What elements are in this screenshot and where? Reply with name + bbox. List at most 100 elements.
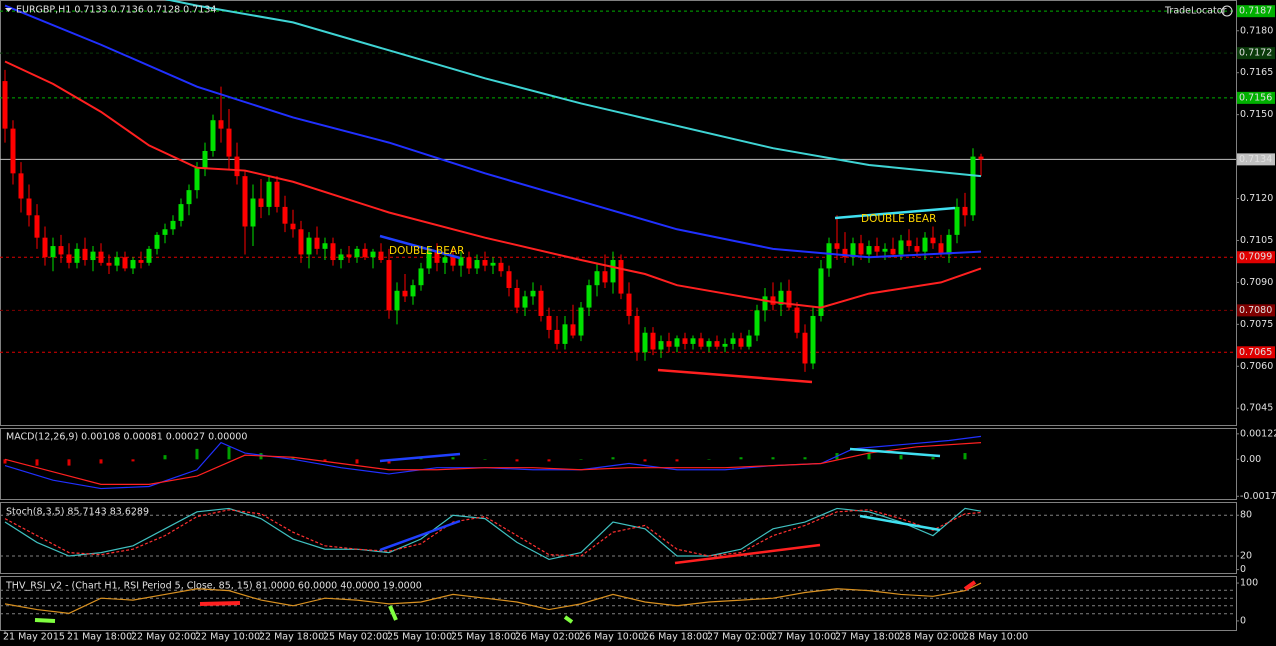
candle-body — [754, 310, 760, 336]
histogram-bar — [451, 457, 455, 460]
indicator-line — [4, 582, 982, 614]
histogram-bar — [963, 453, 967, 460]
histogram-bar — [67, 459, 71, 466]
candle-body — [34, 215, 40, 238]
x-tick-label: 21 May 2015 — [3, 632, 65, 643]
y-tick-label: 100 — [1240, 578, 1258, 589]
y-tick-label: 80 — [1240, 510, 1252, 521]
menu-arrow[interactable] — [5, 8, 12, 12]
price-label: 0.7134 — [1239, 154, 1272, 165]
x-tick-label: 27 May 18:00 — [835, 632, 900, 643]
candle-body — [578, 307, 584, 336]
candle-body — [306, 237, 312, 255]
x-tick-label: 22 May 18:00 — [259, 632, 324, 643]
candle-body — [442, 257, 448, 263]
candle-body — [330, 243, 336, 261]
candle-body — [706, 341, 712, 347]
candle-body — [282, 206, 288, 224]
candle-body — [130, 260, 136, 269]
candle-body — [122, 257, 128, 269]
candle-body — [946, 234, 952, 255]
candle-body — [746, 335, 752, 347]
histogram-bar — [803, 457, 807, 460]
candle-body — [314, 237, 320, 249]
histogram-bar — [163, 455, 167, 460]
price-label: 0.7156 — [1239, 92, 1272, 103]
y-tick-label: 0.7060 — [1240, 361, 1273, 372]
candle-body — [226, 128, 232, 157]
candle-body — [978, 156, 984, 160]
candle-body — [186, 190, 192, 205]
y-tick-label: 0 — [1240, 615, 1246, 626]
price-label: 0.7065 — [1239, 347, 1272, 358]
candle-body — [450, 257, 456, 266]
candle-body — [954, 206, 960, 235]
candle-body — [642, 332, 648, 353]
candle-body — [866, 246, 872, 255]
candle-body — [58, 246, 64, 255]
candle-body — [178, 204, 184, 221]
candle-body — [2, 81, 8, 129]
y-tick-label: 0.00122 — [1240, 428, 1276, 439]
y-tick-label: 0.7045 — [1240, 403, 1273, 414]
candle-body — [810, 315, 816, 364]
candle-body — [570, 324, 576, 336]
y-tick-label: 0.7090 — [1240, 277, 1273, 288]
x-tick-label: 27 May 02:00 — [707, 632, 772, 643]
candle-body — [250, 198, 256, 227]
candle-body — [338, 254, 344, 261]
panel — [0, 0, 1236, 372]
candle-body — [522, 296, 528, 308]
panel — [3, 435, 982, 490]
candle-body — [610, 260, 616, 283]
x-tick-label: 25 May 18:00 — [451, 632, 516, 643]
candle-body — [26, 198, 32, 216]
candle-body — [234, 156, 240, 177]
candle-body — [98, 251, 104, 263]
indicator-line — [4, 509, 982, 557]
price-box — [1237, 5, 1275, 18]
candle-body — [162, 229, 168, 235]
candle-body — [114, 257, 120, 266]
histogram-bar — [707, 459, 711, 460]
candle-body — [850, 243, 856, 258]
candle-body — [154, 234, 160, 249]
indicator-line — [4, 60, 982, 309]
indicator-line — [164, 0, 982, 178]
x-tick-label: 28 May 10:00 — [963, 632, 1028, 643]
histogram-bar — [611, 457, 615, 460]
candle-body — [514, 287, 520, 308]
candle-body — [962, 206, 968, 216]
histogram-bar — [99, 459, 103, 464]
candle-body — [10, 128, 16, 174]
indicator-line — [4, 442, 982, 485]
candle-body — [722, 343, 728, 347]
candle-body — [682, 338, 688, 344]
y-tick-label: 0.7165 — [1240, 67, 1273, 78]
candle-body — [858, 243, 864, 255]
candle-body — [418, 268, 424, 286]
price-label: 0.7187 — [1239, 6, 1272, 17]
candle-body — [650, 332, 656, 350]
candle-body — [458, 257, 464, 266]
histogram-bar — [771, 457, 775, 460]
candle-body — [66, 254, 72, 263]
candle-body — [738, 338, 744, 347]
candle-body — [370, 251, 376, 258]
candle-body — [530, 290, 536, 297]
price-box — [1237, 153, 1275, 166]
candle-body — [818, 268, 824, 316]
price-label: 0.7080 — [1239, 305, 1272, 316]
candle-body — [874, 246, 880, 252]
candle-body — [18, 173, 24, 199]
candle-body — [394, 290, 400, 311]
candle-body — [786, 290, 792, 308]
candle-body — [490, 262, 496, 266]
candle-body — [218, 120, 224, 129]
candle-body — [242, 176, 248, 227]
candle-body — [170, 220, 176, 230]
candle-body — [698, 338, 704, 347]
candle-body — [434, 251, 440, 263]
candle-body — [906, 240, 912, 247]
